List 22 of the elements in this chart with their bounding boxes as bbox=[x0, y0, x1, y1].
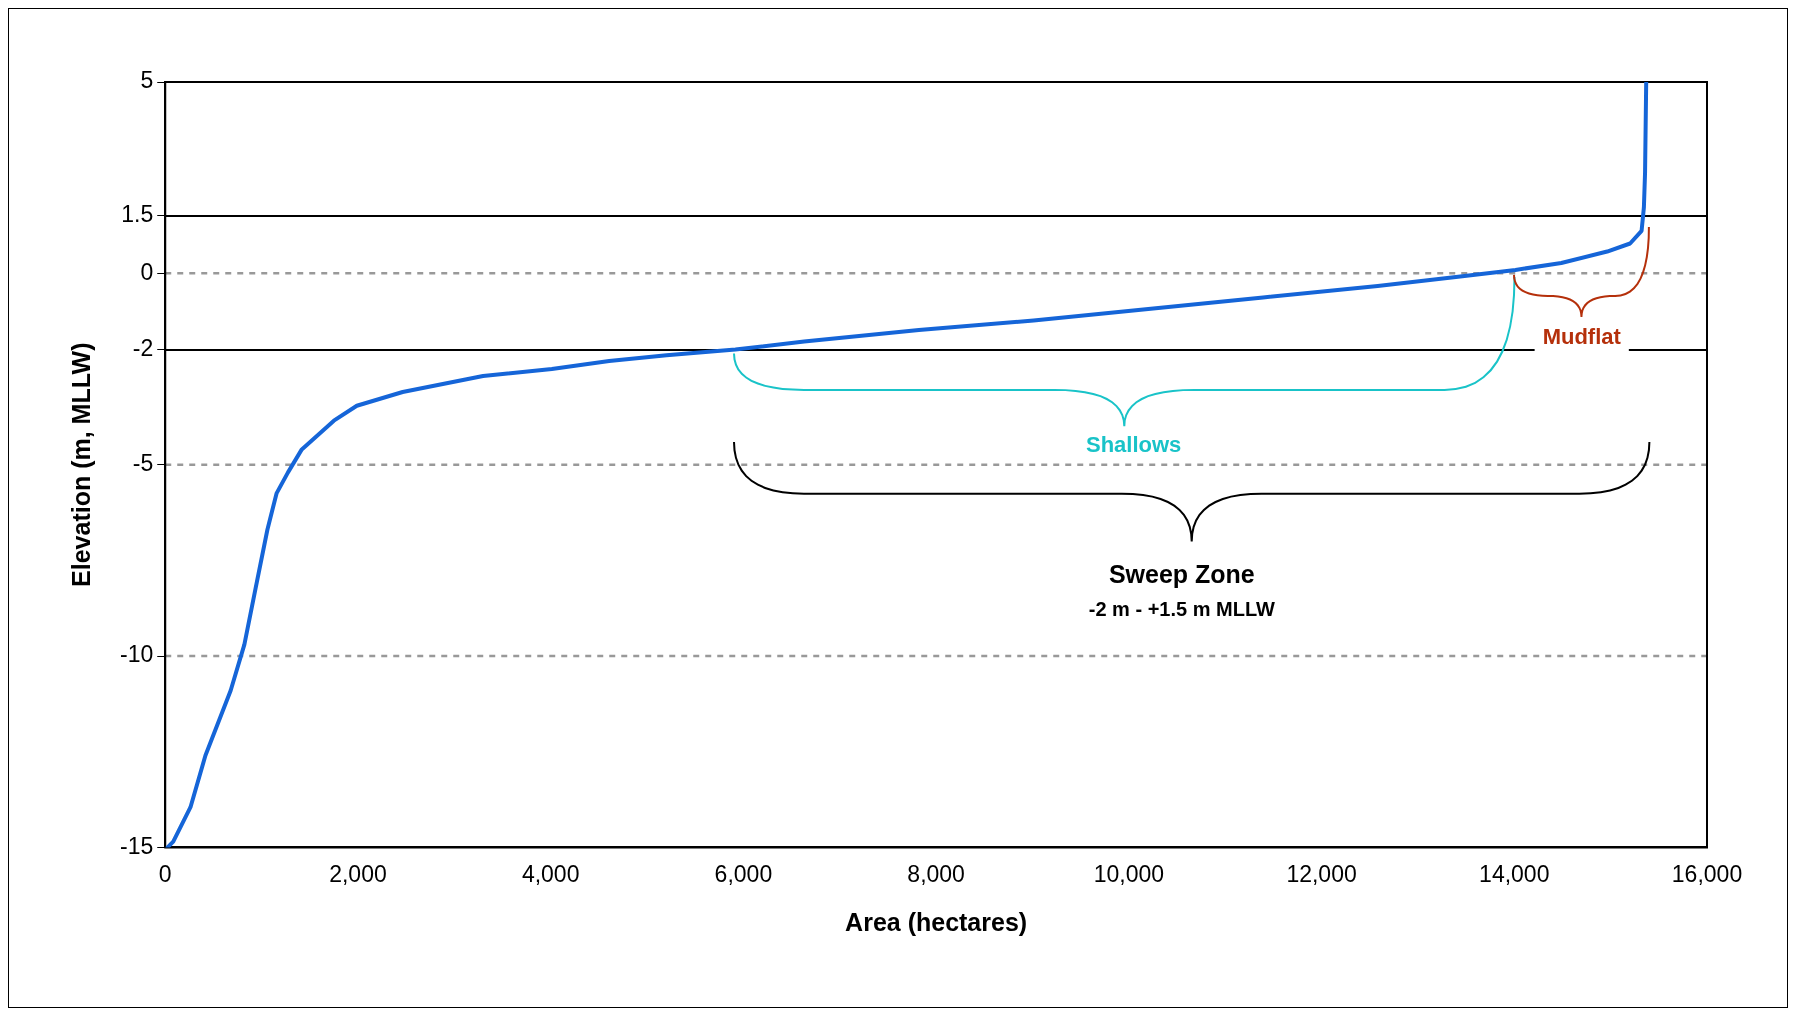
annotation: -2 m - +1.5 m MLLW bbox=[1088, 597, 1276, 620]
annotation: Sweep Zone bbox=[1108, 559, 1255, 588]
y-tick-label: 0 bbox=[140, 258, 154, 285]
x-tick-label: 14,000 bbox=[1479, 860, 1550, 887]
x-tick-label: 10,000 bbox=[1093, 860, 1165, 887]
x-axis-title: Area (hectares) bbox=[845, 907, 1028, 936]
x-tick-label: 16,000 bbox=[1671, 860, 1743, 887]
x-tick-label: 0 bbox=[158, 860, 172, 887]
annotation: Mudflat bbox=[1542, 324, 1622, 350]
y-tick-label: -15 bbox=[119, 832, 154, 859]
y-tick-label: 1.5 bbox=[121, 201, 154, 228]
y-tick-label: -5 bbox=[132, 450, 154, 477]
x-tick-label: 6,000 bbox=[714, 860, 773, 887]
x-tick-label: 2,000 bbox=[329, 860, 387, 887]
y-axis-title: Elevation (m, MLLW) bbox=[66, 342, 95, 587]
y-tick-label: -2 bbox=[132, 335, 154, 362]
y-tick-label: -10 bbox=[119, 641, 154, 668]
y-tick-label: 5 bbox=[140, 67, 154, 94]
x-tick-label: 12,000 bbox=[1286, 860, 1357, 887]
x-tick-label: 8,000 bbox=[907, 860, 965, 887]
x-tick-label: 4,000 bbox=[521, 860, 580, 887]
annotation: Shallows bbox=[1085, 431, 1182, 457]
